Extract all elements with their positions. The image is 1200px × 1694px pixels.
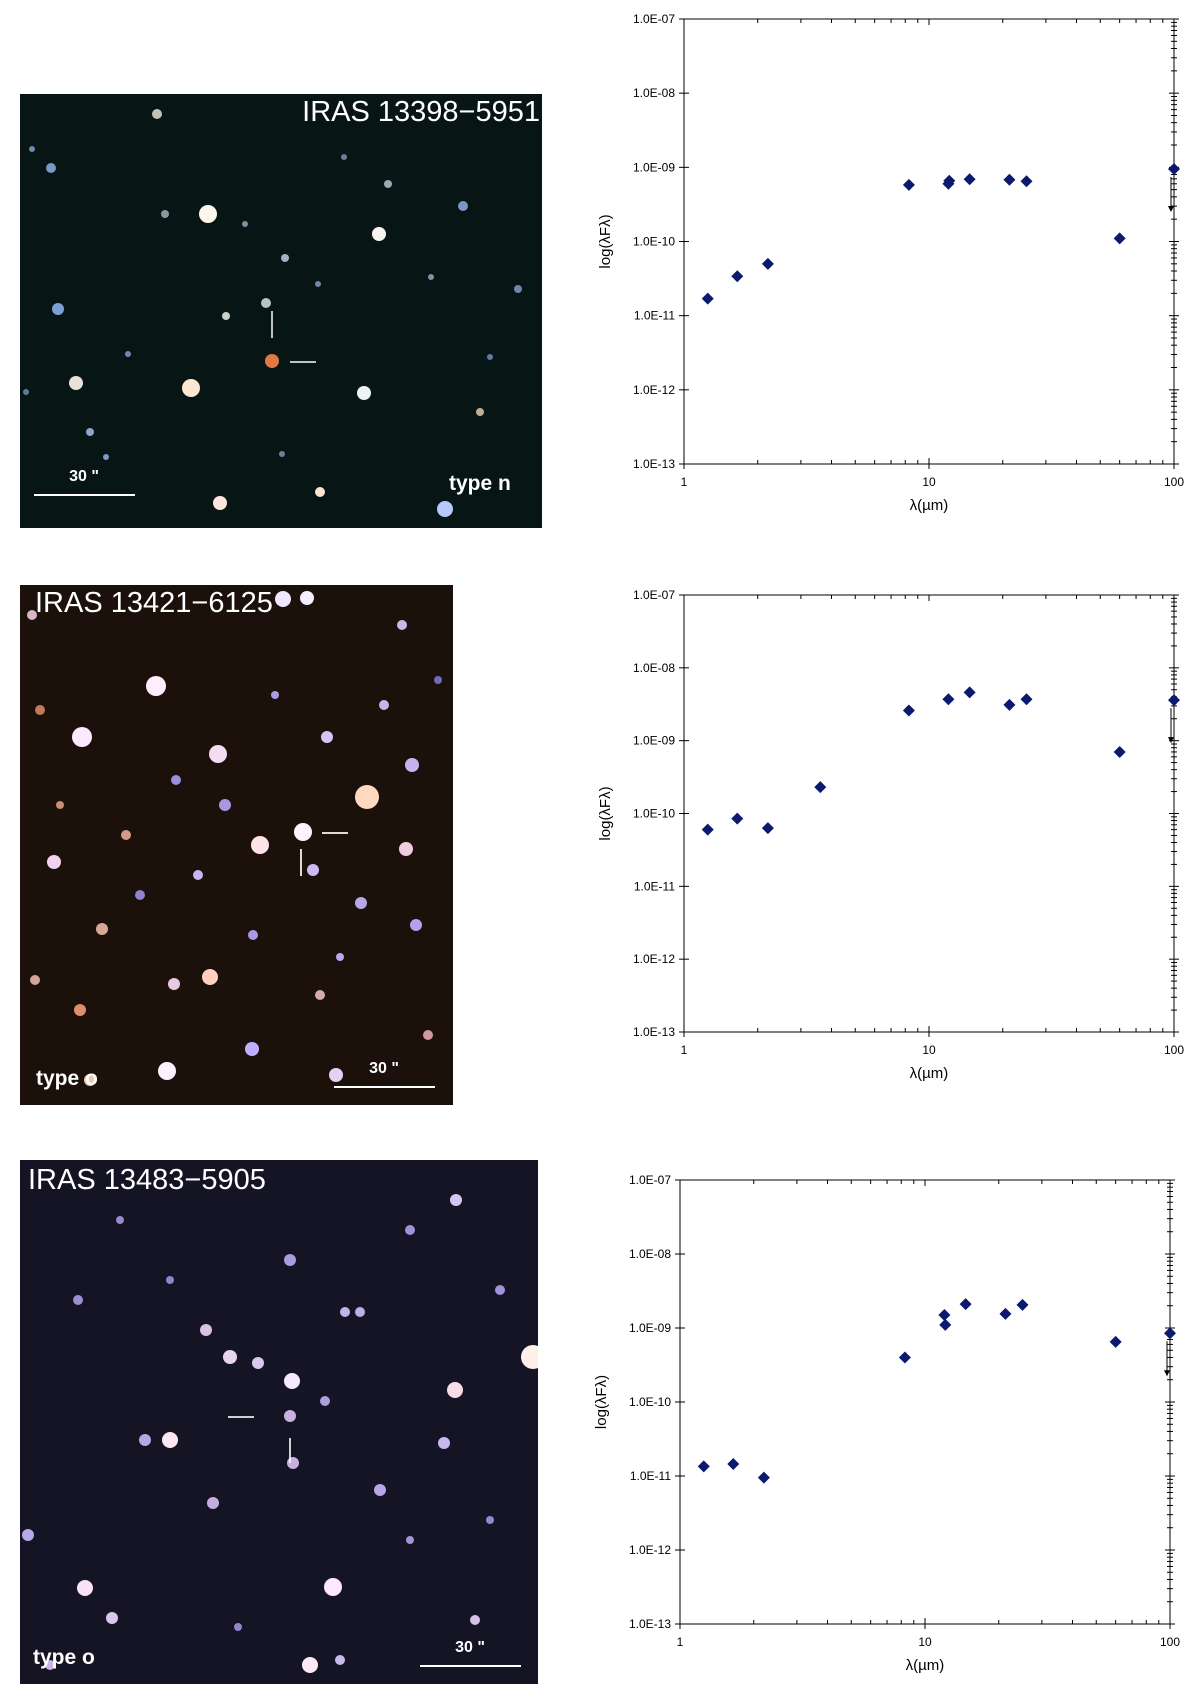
y-tick-label: 1.0E-11 [630, 1469, 671, 1483]
field-image-1: IRAS 13398−5951 type n 30 " [20, 94, 542, 528]
upper-limit-arrowhead [1164, 1370, 1170, 1377]
image-title: IRAS 13483−5905 [28, 1164, 266, 1196]
data-point [943, 174, 956, 187]
x-tick-label: 100 [1164, 1043, 1184, 1057]
data-point [701, 823, 714, 836]
x-axis-label: λ(µm) [910, 497, 949, 514]
data-point [701, 292, 714, 305]
data-point [1113, 745, 1126, 758]
y-tick-label: 1.0E-12 [629, 1543, 671, 1557]
y-tick-label: 1.0E-13 [629, 1617, 671, 1631]
type-label: type n [449, 472, 511, 495]
data-point [942, 693, 955, 706]
data-point [697, 1460, 710, 1473]
data-point [1168, 694, 1180, 707]
data-point [1020, 175, 1033, 188]
data-point [1164, 1327, 1176, 1340]
image-title: IRAS 13421−6125 [35, 587, 273, 619]
stars-1 [23, 109, 522, 517]
y-tick-label: 1.0E-12 [633, 952, 675, 966]
data-point [898, 1351, 911, 1364]
y-tick-label: 1.0E-11 [634, 879, 675, 893]
y-tick-label: 1.0E-07 [629, 1173, 671, 1187]
data-point [761, 257, 774, 270]
data-point [731, 270, 744, 283]
x-tick-label: 10 [922, 1043, 936, 1057]
x-tick-label: 100 [1160, 1635, 1180, 1649]
data-point [727, 1458, 740, 1471]
data-point [761, 822, 774, 835]
type-label: type o [36, 1067, 98, 1090]
type-label: type o [33, 1646, 95, 1669]
scale-label: 30 " [455, 1639, 485, 1656]
starfield-3 [20, 1160, 538, 1684]
data-point [999, 1307, 1012, 1320]
data-point [939, 1318, 952, 1331]
y-tick-label: 1.0E-10 [633, 807, 675, 821]
scale-bar [334, 1086, 435, 1088]
stars-3 [22, 1194, 538, 1673]
scale-label: 30 " [69, 468, 99, 485]
x-tick-label: 10 [918, 1635, 932, 1649]
data-point [1113, 232, 1126, 245]
y-tick-label: 1.0E-07 [633, 12, 675, 26]
sed-chart-2: 1.0E-13 1.0E-12 1.0E-11 1.0E-10 1.0E-09 1.0E-… [590, 576, 1200, 1106]
data-point [938, 1308, 951, 1321]
sed-chart-2-svg: 1.0E-13 1.0E-12 1.0E-11 1.0E-10 1.0E-09 1.0E-… [597, 588, 1184, 1082]
data-point [902, 704, 915, 717]
starfield-1 [20, 94, 542, 528]
y-axis-label: log(λFλ) [593, 1375, 610, 1429]
starfield-2 [20, 585, 453, 1105]
upper-limit-arrowhead [1168, 205, 1174, 212]
y-tick-label: 1.0E-08 [633, 86, 675, 100]
y-tick-label: 1.0E-09 [633, 160, 675, 174]
scale-bar [34, 494, 135, 496]
data-point [902, 178, 915, 191]
y-tick-label: 1.0E-13 [633, 1025, 675, 1039]
y-tick-label: 1.0E-08 [629, 1247, 671, 1261]
upper-limit-arrowhead [1168, 737, 1174, 744]
data-point [1020, 693, 1033, 706]
x-axis-label: λ(µm) [906, 1657, 945, 1674]
data-point [731, 812, 744, 825]
data-point [963, 173, 976, 186]
x-tick-label: 1 [677, 1635, 684, 1649]
sed-chart-3: 1.0E-13 1.0E-12 1.0E-11 1.0E-10 1.0E-09 1.0E-… [590, 1152, 1200, 1692]
data-point [814, 781, 827, 794]
data-point [1168, 162, 1180, 175]
data-point [963, 686, 976, 699]
y-tick-label: 1.0E-09 [633, 734, 675, 748]
data-point [1003, 173, 1016, 186]
data-point [757, 1471, 770, 1484]
x-tick-label: 100 [1164, 475, 1184, 489]
y-axis-label: log(λFλ) [597, 786, 614, 840]
field-image-2: IRAS 13421−6125 type o 30 " [20, 585, 453, 1105]
y-tick-label: 1.0E-13 [633, 457, 675, 471]
y-tick-label: 1.0E-08 [633, 661, 675, 675]
y-tick-label: 1.0E-10 [629, 1395, 671, 1409]
y-tick-label: 1.0E-10 [633, 235, 675, 249]
scale-label: 30 " [369, 1060, 399, 1077]
data-point [1003, 698, 1016, 711]
y-tick-label: 1.0E-07 [633, 588, 675, 602]
y-tick-label: 1.0E-11 [634, 309, 675, 323]
data-point [959, 1298, 972, 1311]
field-image-3: IRAS 13483−5905 type o 30 " [20, 1160, 538, 1684]
x-tick-label: 1 [681, 475, 688, 489]
x-tick-label: 1 [681, 1043, 688, 1057]
y-tick-label: 1.0E-09 [629, 1321, 671, 1335]
scale-bar [420, 1665, 521, 1667]
sed-chart-1: 1.0E-13 1.0E-12 1.0E-11 1.0E-10 1.0E-09 1.0E-… [590, 0, 1200, 530]
image-title: IRAS 13398−5951 [302, 96, 540, 128]
x-tick-label: 10 [922, 475, 936, 489]
x-axis-label: λ(µm) [910, 1065, 949, 1082]
data-point [1109, 1335, 1122, 1348]
stars-2 [27, 591, 442, 1086]
sed-chart-1-svg: 1.0E-13 1.0E-12 1.0E-11 1.0E-10 1.0E-09 1.0E-… [597, 12, 1184, 514]
data-point [1016, 1298, 1029, 1311]
sed-chart-3-svg: 1.0E-13 1.0E-12 1.0E-11 1.0E-10 1.0E-09 1.0E-… [593, 1173, 1180, 1674]
y-axis-label: log(λFλ) [597, 214, 614, 268]
y-tick-label: 1.0E-12 [633, 383, 675, 397]
